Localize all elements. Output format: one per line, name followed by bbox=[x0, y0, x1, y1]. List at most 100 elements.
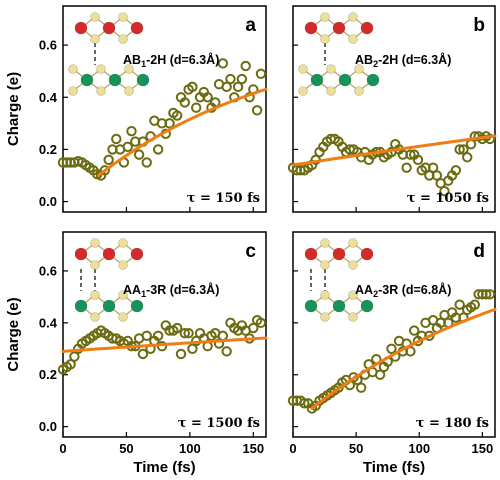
y-tick-label: 0.0 bbox=[39, 419, 57, 434]
y-tick-label: 0.0 bbox=[39, 194, 57, 209]
fit-curve bbox=[61, 336, 268, 353]
atom bbox=[348, 34, 358, 44]
fit-curve bbox=[97, 87, 268, 177]
stacking-label: AB1-2H (d=6.3Å) bbox=[123, 52, 219, 69]
panel-a: 0.0 0.2 0.4 0.6 Charge (e) AB1-2H (d=6.3Å) a τ … bbox=[5, 5, 268, 213]
atom bbox=[130, 21, 144, 35]
atom bbox=[354, 86, 364, 96]
atom bbox=[90, 12, 100, 22]
atom bbox=[354, 64, 364, 74]
atom bbox=[124, 86, 134, 96]
data-point bbox=[221, 81, 232, 93]
panel-b: AB2-2H (d=6.3Å) b τ = 1050 fs bbox=[287, 5, 497, 213]
x-tick-label: 150 bbox=[242, 441, 264, 456]
stacking-label: AA2-3R (d=6.8Å) bbox=[355, 282, 451, 299]
panel-letter: a bbox=[245, 15, 256, 36]
atom bbox=[332, 299, 346, 313]
y-tick-label: 0.6 bbox=[39, 263, 57, 278]
data-point bbox=[427, 162, 439, 173]
atom bbox=[130, 247, 144, 261]
atom bbox=[74, 21, 88, 35]
y-axis-title: Charge (e) bbox=[5, 72, 22, 146]
data-point bbox=[355, 382, 367, 393]
atom bbox=[320, 12, 330, 22]
atom bbox=[348, 290, 358, 300]
data-point bbox=[183, 328, 194, 339]
lifetime-label: τ = 180 fs bbox=[416, 416, 489, 431]
atom bbox=[304, 21, 318, 35]
data-point bbox=[179, 328, 191, 339]
data-point bbox=[179, 97, 191, 108]
atom bbox=[74, 247, 88, 261]
data-point bbox=[255, 68, 267, 79]
atom bbox=[332, 21, 346, 35]
atom bbox=[310, 73, 324, 87]
lifetime-label: τ = 150 fs bbox=[187, 191, 260, 206]
data-point bbox=[202, 92, 213, 103]
atom bbox=[102, 299, 116, 313]
y-tick-label: 0.4 bbox=[39, 315, 58, 330]
data-point bbox=[171, 110, 183, 121]
atom bbox=[102, 247, 116, 261]
data-point bbox=[175, 348, 187, 360]
structure-schematic bbox=[304, 238, 374, 322]
data-point bbox=[431, 170, 443, 181]
data-point bbox=[217, 58, 229, 69]
atom bbox=[90, 312, 100, 322]
data-point bbox=[99, 165, 111, 176]
panel-c: 0 50 100 150 Time (fs) 0.0 0.2 0.4 0.6 Charge (e)… bbox=[5, 231, 268, 476]
data-point bbox=[255, 317, 267, 329]
atom bbox=[90, 238, 100, 248]
atom bbox=[338, 73, 352, 87]
data-point bbox=[152, 144, 164, 155]
data-point bbox=[450, 165, 462, 176]
data-point bbox=[122, 141, 133, 153]
atom bbox=[108, 73, 122, 87]
atom bbox=[118, 290, 128, 300]
panel-letter: d bbox=[473, 241, 485, 262]
atom bbox=[304, 299, 318, 313]
data-point bbox=[191, 102, 202, 113]
x-axis-title: Time (fs) bbox=[133, 459, 195, 476]
data-point bbox=[137, 348, 149, 360]
x-tick-label: 50 bbox=[349, 441, 363, 456]
structure-schematic bbox=[68, 12, 150, 96]
atom bbox=[136, 73, 150, 87]
atom bbox=[298, 86, 308, 96]
data-point bbox=[462, 152, 473, 163]
atom bbox=[360, 247, 374, 261]
x-axis-title: Time (fs) bbox=[363, 459, 425, 476]
x-tick-label: 150 bbox=[472, 441, 494, 456]
fit-curve bbox=[291, 134, 497, 167]
atom bbox=[298, 64, 308, 74]
data-point bbox=[213, 338, 225, 349]
plot-frame bbox=[62, 5, 267, 213]
data-point bbox=[232, 81, 244, 93]
y-tick-label: 0.2 bbox=[39, 367, 57, 382]
atom bbox=[332, 247, 346, 261]
data-point bbox=[374, 369, 386, 380]
lifetime-label: τ = 1050 fs bbox=[407, 191, 489, 206]
x-tick-label: 50 bbox=[119, 441, 133, 456]
data-point bbox=[454, 144, 465, 155]
atom bbox=[118, 12, 128, 22]
atom bbox=[102, 21, 116, 35]
data-point bbox=[171, 322, 183, 334]
atom bbox=[320, 290, 330, 300]
data-point bbox=[405, 149, 416, 160]
panel-d: 0 50 100 150 Time (fs) AA2-3R (d=6.8Å) d τ = 18… bbox=[287, 231, 497, 476]
atom bbox=[320, 238, 330, 248]
data-point bbox=[133, 149, 145, 160]
data-point bbox=[409, 325, 420, 336]
data-point bbox=[69, 351, 80, 362]
data-point bbox=[225, 73, 236, 85]
data-point bbox=[141, 157, 152, 168]
atom bbox=[118, 260, 128, 270]
atom bbox=[360, 299, 374, 313]
atom bbox=[348, 312, 358, 322]
y-tick-label: 0.2 bbox=[39, 142, 57, 157]
x-tick-label: 100 bbox=[408, 441, 430, 456]
atom bbox=[80, 73, 94, 87]
x-tick-label: 100 bbox=[179, 441, 201, 456]
